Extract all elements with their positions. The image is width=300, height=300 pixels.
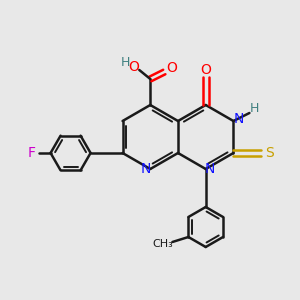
Text: H: H (121, 56, 130, 70)
Text: N: N (205, 162, 215, 176)
Text: N: N (233, 112, 244, 126)
Text: N: N (141, 162, 152, 176)
Text: S: S (265, 146, 274, 160)
Text: O: O (200, 63, 211, 77)
Text: O: O (166, 61, 177, 75)
Text: O: O (128, 60, 139, 74)
Text: CH₃: CH₃ (152, 239, 173, 249)
Text: F: F (28, 146, 36, 160)
Text: H: H (250, 103, 259, 116)
